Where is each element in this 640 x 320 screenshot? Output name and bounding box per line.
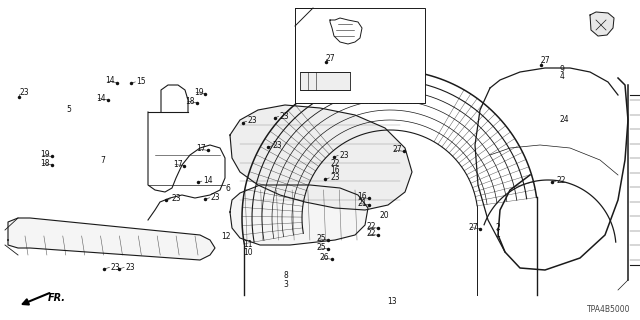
Text: 14: 14 [203, 176, 212, 185]
Text: 22: 22 [330, 159, 340, 168]
Text: 2: 2 [495, 223, 500, 232]
Text: 18: 18 [40, 159, 50, 168]
Text: 12: 12 [221, 232, 231, 241]
Text: 22: 22 [366, 222, 376, 231]
Text: 27: 27 [541, 56, 550, 65]
Text: 17: 17 [173, 160, 182, 169]
Text: 18: 18 [186, 97, 195, 106]
Text: 23: 23 [19, 88, 29, 97]
Text: 26: 26 [320, 253, 330, 262]
Text: 6: 6 [226, 184, 231, 193]
Text: 27: 27 [468, 223, 478, 232]
Text: 27: 27 [326, 54, 335, 63]
Text: 16: 16 [330, 166, 340, 175]
Text: 7: 7 [100, 156, 106, 165]
Polygon shape [8, 218, 215, 260]
Text: 10: 10 [243, 248, 253, 257]
Text: 25: 25 [316, 234, 326, 243]
Bar [295, 8, 425, 103]
Text: 5: 5 [67, 105, 72, 114]
Text: 15: 15 [136, 77, 146, 86]
Text: 1: 1 [495, 230, 500, 239]
Polygon shape [230, 185, 368, 245]
Text: 21: 21 [357, 199, 367, 208]
Text: 11: 11 [243, 240, 253, 249]
Text: 23: 23 [280, 112, 289, 121]
Text: 24: 24 [560, 115, 570, 124]
Text: 23: 23 [339, 151, 349, 160]
Text: 19: 19 [194, 88, 204, 97]
Text: TPA4B5000: TPA4B5000 [586, 305, 630, 314]
Polygon shape [230, 105, 412, 210]
Text: 25: 25 [316, 243, 326, 252]
Text: 9: 9 [560, 65, 565, 74]
Text: 23: 23 [248, 116, 257, 125]
Text: 23: 23 [273, 141, 282, 150]
Text: 23: 23 [172, 194, 181, 203]
Text: 4: 4 [560, 72, 565, 81]
Text: 16: 16 [357, 192, 367, 201]
Text: 23: 23 [211, 193, 220, 202]
Text: 23: 23 [125, 263, 135, 272]
Text: 14: 14 [106, 76, 115, 85]
Text: 13: 13 [387, 297, 397, 306]
Text: 20: 20 [380, 211, 389, 220]
Text: 22: 22 [366, 229, 376, 238]
Bar [300, 72, 350, 90]
Text: 27: 27 [392, 145, 402, 154]
Text: 17: 17 [196, 144, 206, 153]
Text: 23: 23 [330, 173, 340, 182]
Text: FR.: FR. [48, 293, 66, 303]
Text: 23: 23 [111, 263, 120, 272]
Polygon shape [590, 12, 614, 36]
Text: 14: 14 [96, 94, 106, 103]
Text: 22: 22 [557, 176, 566, 185]
Text: 8: 8 [284, 271, 288, 280]
Text: 19: 19 [40, 150, 50, 159]
Text: 3: 3 [284, 280, 289, 289]
